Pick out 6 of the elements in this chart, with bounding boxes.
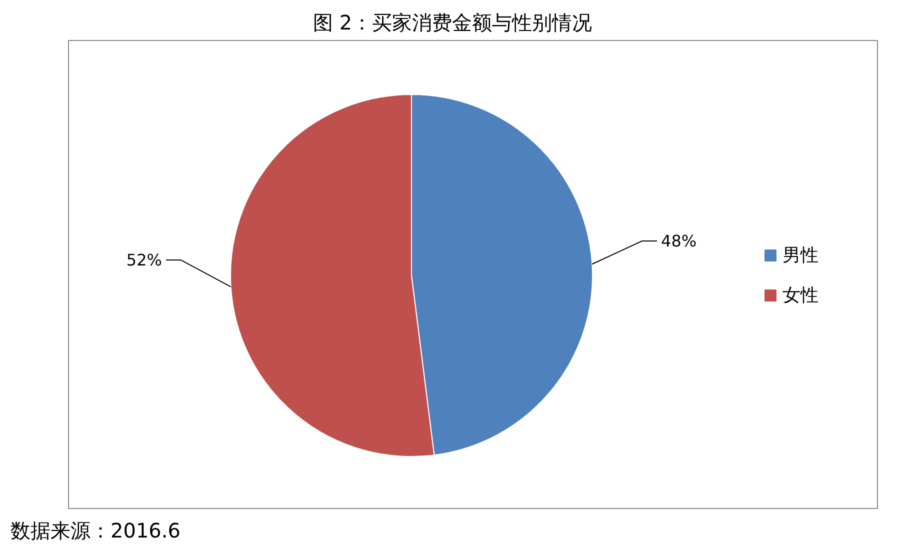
data-label: 48%: [661, 231, 697, 250]
data-label: 52%: [126, 250, 162, 270]
legend-label: 男性: [782, 245, 818, 266]
chart-title: 图 2：买家消费金额与性别情况: [312, 10, 592, 34]
source-note: 数据来源：2016.6: [10, 518, 180, 542]
legend-label: 女性: [782, 285, 818, 306]
